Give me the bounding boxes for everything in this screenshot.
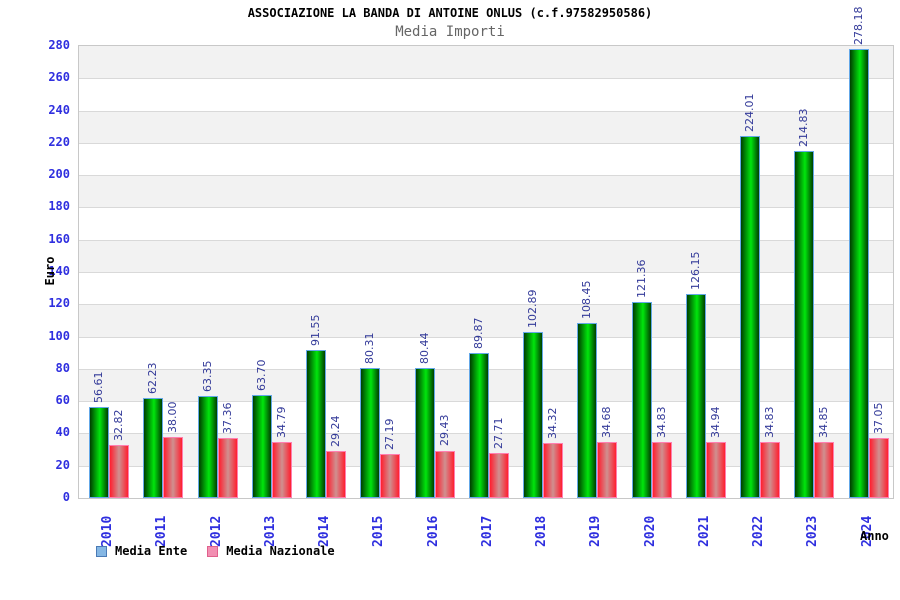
chart-subtitle: Media Importi: [395, 24, 505, 40]
bar-media-nazionale-2011: [163, 436, 184, 498]
x-label-2022: 2022: [751, 515, 767, 547]
gridline: [79, 110, 893, 112]
plot-band: [79, 78, 893, 111]
y-tick-140: 140: [48, 264, 70, 278]
bar-media-nazionale-2013: [271, 441, 292, 498]
plot-band: [79, 304, 893, 337]
gridline: [79, 78, 893, 80]
y-tick-40: 40: [55, 425, 70, 440]
y-tick-260: 260: [48, 70, 70, 85]
gridline: [79, 304, 893, 306]
plot-band: [79, 110, 893, 143]
legend-swatch-pink-icon: [207, 545, 219, 557]
gridline: [79, 207, 893, 209]
bar-media-nazionale-2014: [326, 450, 347, 498]
y-tick-20: 20: [55, 457, 70, 472]
x-label-2023: 2023: [805, 515, 821, 547]
bar-media-ente-2017: [468, 352, 489, 498]
legend-label: Media Ente: [115, 544, 188, 558]
bar-media-nazionale-2012: [217, 437, 238, 498]
legend: Media Ente Media Nazionale: [96, 544, 335, 558]
legend-item-media-nazionale: Media Nazionale: [207, 544, 335, 558]
plot-band: [79, 46, 893, 79]
bar-media-nazionale-2021: [705, 441, 726, 498]
gridline: [79, 239, 893, 241]
bar-media-nazionale-2020: [651, 441, 672, 498]
y-tick-0: 0: [62, 490, 70, 504]
plot-band: [79, 239, 893, 272]
x-label-2010: 2010: [100, 515, 115, 547]
bar-media-ente-2010: [89, 406, 109, 498]
bar-media-nazionale-2018: [543, 442, 564, 498]
plot-area: 56.61 32.82 62.23 38.00 63.35 37.36 63.70 34.79…: [78, 6, 894, 499]
bar-media-nazionale-2019: [597, 442, 618, 498]
x-label-2015: 2015: [371, 515, 387, 547]
bar-media-ente-2015: [360, 368, 381, 498]
x-label-2014: 2014: [317, 515, 333, 547]
bar-media-ente-2023: [794, 151, 815, 498]
bar-media-ente-2022: [740, 136, 761, 498]
plot-band: [79, 175, 893, 208]
bar-media-ente-2018: [523, 331, 544, 498]
bar-media-ente-2012: [197, 395, 218, 498]
y-tick-200: 200: [48, 167, 70, 182]
legend-item-media-ente: Media Ente: [96, 544, 187, 558]
y-tick-180: 180: [48, 199, 70, 214]
gridline: [79, 336, 893, 338]
bar-media-nazionale-2010: [109, 445, 129, 498]
y-tick-160: 160: [48, 231, 70, 246]
bar-media-ente-2016: [414, 368, 435, 498]
bar-media-ente-2011: [143, 397, 164, 498]
bar-media-nazionale-2016: [434, 450, 455, 498]
bar-media-ente-2021: [685, 294, 706, 498]
y-tick-280: 280: [48, 38, 70, 52]
bar-media-nazionale-2017: [488, 453, 509, 498]
bar-media-nazionale-2015: [380, 454, 401, 498]
y-tick-100: 100: [48, 328, 70, 343]
plot-band: [79, 207, 893, 240]
bar-media-ente-2013: [251, 395, 272, 498]
gridline: [79, 175, 893, 177]
x-label-2013: 2013: [262, 515, 278, 547]
bar-media-ente-2024: [848, 48, 869, 498]
x-axis-title: Anno: [860, 529, 889, 543]
bar-media-ente-2014: [306, 350, 327, 498]
x-label-2011: 2011: [154, 515, 170, 547]
x-label-2019: 2019: [588, 515, 604, 547]
x-label-2017: 2017: [479, 515, 495, 547]
bar-media-ente-2019: [577, 322, 598, 498]
bar-media-nazionale-2023: [814, 441, 835, 498]
x-label-2012: 2012: [208, 515, 224, 547]
bar-media-nazionale-2024: [868, 438, 889, 498]
y-tick-120: 120: [48, 296, 70, 311]
gridline: [79, 142, 893, 144]
gridline: [79, 272, 893, 273]
x-label-2018: 2018: [534, 515, 550, 547]
legend-label: Media Nazionale: [226, 544, 335, 558]
chart-title: ASSOCIAZIONE LA BANDA DI ANTOINE ONLUS (…: [247, 6, 653, 20]
x-label-2020: 2020: [642, 515, 658, 547]
x-label-2021: 2021: [696, 515, 712, 547]
plot-band: [79, 142, 893, 176]
y-tick-240: 240: [48, 102, 70, 117]
bar-media-nazionale-2022: [760, 441, 781, 498]
y-tick-220: 220: [48, 134, 70, 149]
legend-swatch-blue-icon: [96, 545, 107, 557]
plot-band: [79, 272, 893, 305]
y-tick-60: 60: [55, 393, 70, 408]
y-tick-80: 80: [55, 360, 70, 375]
y-axis-title: Euro: [43, 256, 57, 286]
x-label-2016: 2016: [425, 515, 441, 547]
bar-media-ente-2020: [631, 302, 652, 498]
